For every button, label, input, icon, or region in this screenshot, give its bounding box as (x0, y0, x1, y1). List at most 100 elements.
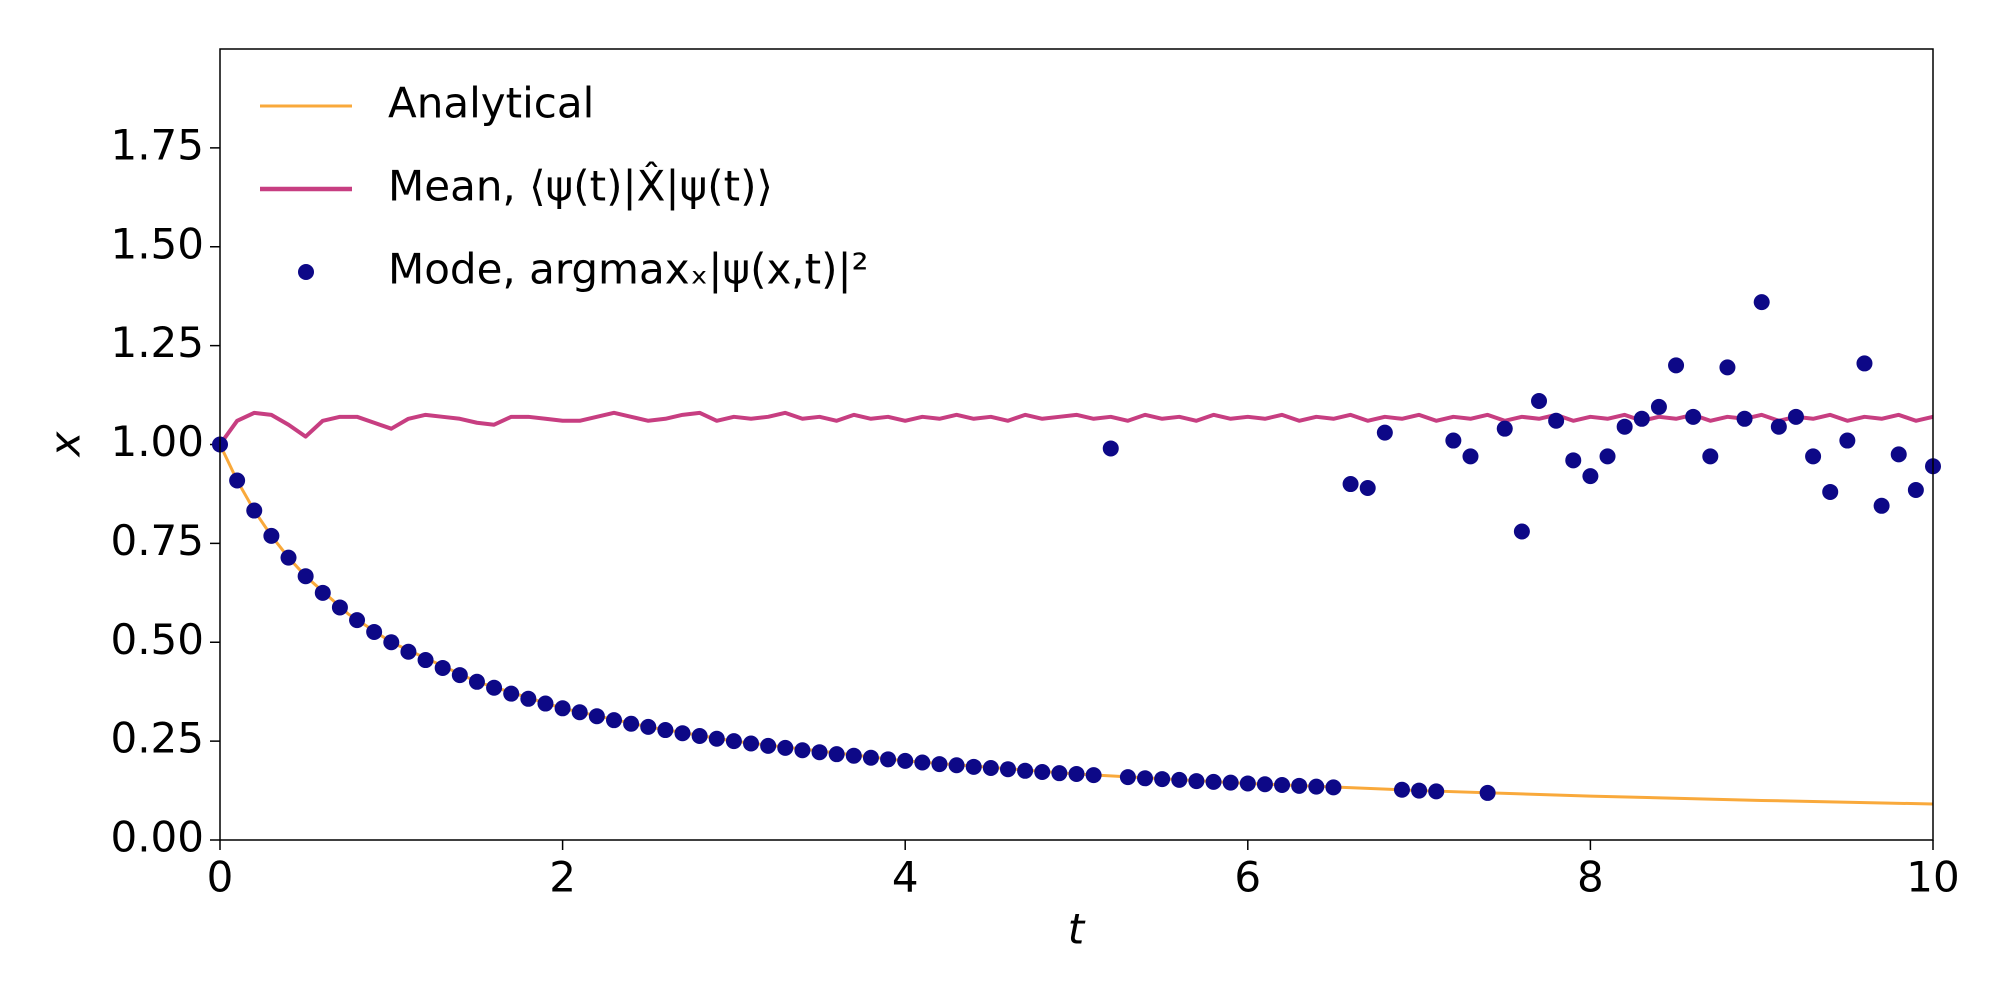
scatter-point (588, 708, 605, 725)
scatter-point (400, 643, 417, 660)
scatter-point (1548, 412, 1565, 429)
scatter-point (1770, 418, 1787, 435)
scatter-point (1565, 452, 1582, 469)
scatter-point (1719, 359, 1736, 376)
scatter-point (229, 472, 246, 489)
legend-label: Analytical (388, 79, 594, 128)
scatter-point (1787, 408, 1804, 425)
scatter-point (982, 760, 999, 777)
scatter-point (1068, 765, 1085, 782)
scatter-point (1102, 440, 1119, 457)
scatter-point (1325, 779, 1342, 796)
y-tick-label: 1.50 (110, 219, 204, 268)
scatter-point (1685, 408, 1702, 425)
scatter-point (571, 704, 588, 721)
scatter-point (1479, 784, 1496, 801)
scatter-point (554, 700, 571, 717)
scatter-point (366, 623, 383, 640)
scatter-point (314, 584, 331, 601)
scatter-point (1239, 775, 1256, 792)
scatter-point (1137, 770, 1154, 787)
scatter-point (1753, 294, 1770, 311)
scatter-point (811, 744, 828, 761)
scatter-point (451, 667, 468, 684)
scatter-point (468, 673, 485, 690)
scatter-point (263, 527, 280, 544)
y-tick-label: 1.75 (110, 120, 204, 169)
scatter-point (1822, 483, 1839, 500)
legend-label: Mean, ⟨ψ(t)|X̂|ψ(t)⟩ (388, 161, 773, 211)
scatter-point (1599, 448, 1616, 465)
scatter-point (828, 746, 845, 763)
y-tick-label: 1.00 (110, 417, 204, 466)
scatter-point (1633, 410, 1650, 427)
scatter-point (1582, 468, 1599, 485)
scatter-point (1907, 481, 1924, 498)
scatter-point (897, 752, 914, 769)
scatter-point (1668, 357, 1685, 374)
scatter-point (1445, 432, 1462, 449)
scatter-point (1496, 420, 1513, 437)
scatter-point (1188, 773, 1205, 790)
scatter-point (845, 747, 862, 764)
scatter-point (1376, 424, 1393, 441)
scatter-point (1736, 410, 1753, 427)
scatter-point (331, 599, 348, 616)
scatter-point (1051, 765, 1068, 782)
scatter-point (1513, 523, 1530, 540)
scatter-point (931, 756, 948, 773)
scatter-point (691, 727, 708, 744)
scatter-point (965, 758, 982, 775)
scatter-point (537, 695, 554, 712)
legend-marker (298, 264, 314, 280)
x-axis-label: t (1068, 905, 1086, 954)
scatter-point (657, 722, 674, 739)
scatter-point (760, 737, 777, 754)
scatter-point (1462, 448, 1479, 465)
scatter-point (1308, 778, 1325, 795)
plot-frame (219, 48, 1934, 841)
scatter-point (1256, 776, 1273, 793)
scatter-point (246, 502, 263, 519)
scatter-point (417, 652, 434, 669)
scatter-point (708, 730, 725, 747)
legend-label: Mode, argmaxₓ|ψ(x,t)|² (388, 245, 869, 294)
scatter-point (1034, 763, 1051, 780)
scatter-point (1291, 777, 1308, 794)
scatter-point (520, 690, 537, 707)
scatter-point (1359, 480, 1376, 497)
scatter-point (349, 612, 366, 629)
y-tick-label: 1.25 (110, 318, 204, 367)
scatter-point (777, 739, 794, 756)
scatter-point (1702, 448, 1719, 465)
y-tick-label: 0.50 (110, 615, 204, 664)
scatter-point (640, 718, 657, 735)
scatter-point (623, 715, 640, 732)
y-axis-label: x (41, 430, 90, 458)
scatter-point (434, 659, 451, 676)
scatter-point (1873, 497, 1890, 514)
series-line (220, 443, 1933, 806)
scatter-point (1805, 448, 1822, 465)
series-line (220, 410, 1933, 446)
scatter-point (1171, 771, 1188, 788)
scatter-point (1274, 777, 1291, 794)
scatter-point (297, 568, 314, 585)
y-tick-label: 0.00 (110, 813, 204, 862)
x-tick-label: 6 (1234, 853, 1261, 902)
scatter-point (1154, 771, 1171, 788)
scatter-point (1890, 446, 1907, 463)
scatter-point (1085, 767, 1102, 784)
x-tick-label: 8 (1577, 853, 1604, 902)
scatter-point (503, 685, 520, 702)
scatter-point (914, 754, 931, 771)
scatter-point (1205, 773, 1222, 790)
scatter-point (1428, 783, 1445, 800)
scatter-point (486, 679, 503, 696)
scatter-point (1393, 781, 1410, 798)
x-tick-label: 4 (892, 853, 919, 902)
scatter-point (1650, 398, 1667, 415)
x-tick-label: 10 (1906, 853, 1959, 902)
scatter-point (1222, 774, 1239, 791)
